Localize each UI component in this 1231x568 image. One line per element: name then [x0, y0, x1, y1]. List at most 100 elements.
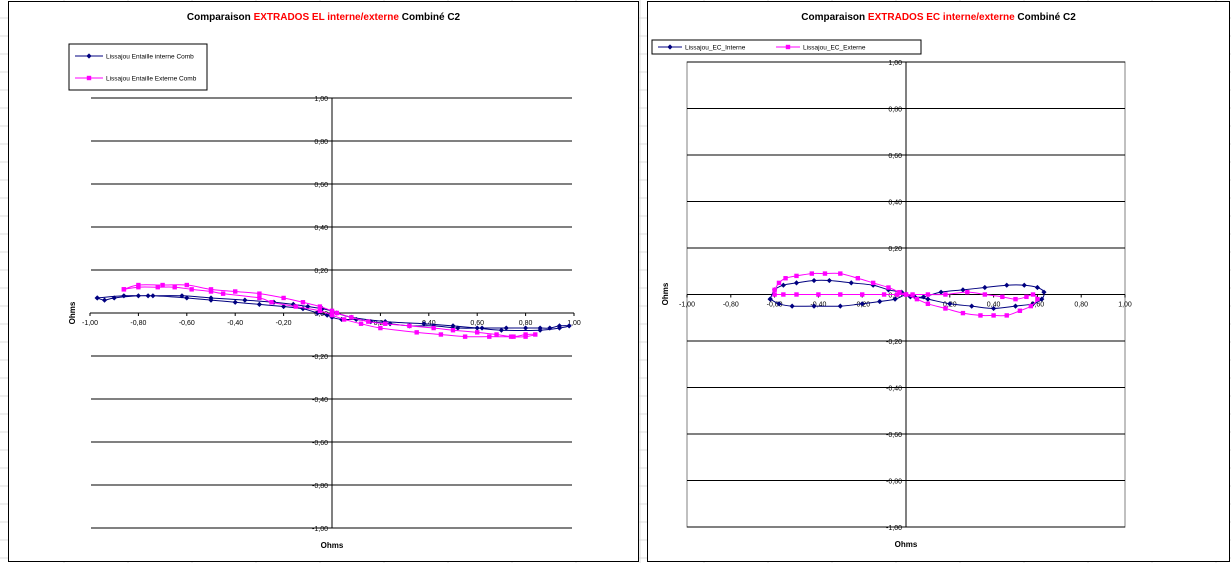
y-tick-label: -1,00: [312, 526, 328, 533]
data-point: [1012, 303, 1019, 309]
data-point: [281, 295, 286, 301]
x-axis-title: Ohms: [895, 540, 918, 549]
data-point: [233, 289, 238, 294]
data-point: [816, 292, 821, 297]
data-point: [943, 292, 948, 297]
data-point: [305, 303, 311, 310]
chart-el-plot: -1,00 -0,80 -0,60 -0,40 -0,20 0,00 0,20 0,40 0,6…: [68, 43, 581, 550]
data-point: [281, 303, 287, 310]
x-tick-label: 0,40: [987, 302, 1001, 309]
data-point: [781, 292, 786, 297]
y-tick-label: -0,40: [886, 386, 902, 393]
data-point: [556, 325, 563, 331]
data-point: [220, 291, 226, 296]
data-point: [960, 310, 966, 316]
data-point: [881, 292, 887, 297]
data-point: [121, 287, 127, 292]
chart-panel-ec[interactable]: Comparaison EXTRADOS EC interne/externe …: [647, 1, 1230, 562]
legend-marker: [86, 53, 92, 59]
data-point: [487, 334, 492, 339]
data-point: [523, 325, 529, 331]
data-point: [508, 334, 514, 339]
x-tick-label: -0,40: [227, 320, 243, 327]
data-point: [943, 306, 948, 311]
data-point: [366, 319, 371, 324]
y-axis-title: Ohms: [68, 301, 77, 324]
x-tick-label: -0,40: [810, 302, 826, 309]
data-point: [794, 292, 799, 297]
y-tick-label: 1,00: [314, 96, 328, 103]
data-point: [300, 306, 306, 312]
data-point: [378, 325, 383, 331]
data-point: [341, 317, 347, 322]
chart-title-ec: Comparaison EXTRADOS EC interne/externe …: [801, 12, 1076, 23]
data-point: [511, 334, 516, 339]
y-tick-label: -0,20: [312, 354, 328, 361]
data-point: [498, 327, 504, 333]
data-point: [886, 285, 891, 290]
x-tick-label: 0,80: [1074, 302, 1088, 309]
data-point: [1017, 308, 1023, 313]
data-point: [450, 323, 456, 329]
x-tick-label: 1,00: [567, 320, 581, 327]
data-point: [94, 295, 100, 301]
data-point: [257, 295, 262, 301]
data-point: [358, 321, 364, 326]
data-point: [965, 289, 970, 295]
x-tick-label: -0,80: [130, 320, 146, 327]
y-tick-label: -0,60: [886, 432, 902, 439]
data-point: [885, 287, 892, 293]
data-point: [809, 271, 815, 276]
x-tick-label: 0,80: [519, 320, 533, 327]
data-point: [438, 332, 444, 337]
data-point: [329, 312, 335, 318]
x-tick-label: -0,60: [179, 320, 195, 327]
chart-title-el: Comparaison EXTRADOS EL interne/externe …: [186, 12, 461, 23]
y-tick-label: 0,40: [314, 225, 328, 232]
y-tick-label: 1,00: [888, 60, 902, 67]
data-point: [537, 327, 543, 333]
data-point: [860, 292, 865, 297]
data-point: [1000, 294, 1005, 300]
data-point: [925, 296, 931, 302]
data-point: [767, 296, 773, 302]
data-point: [455, 325, 461, 331]
y-tick-label: 0,20: [888, 246, 902, 253]
y-tick-label: -1,00: [886, 525, 902, 532]
data-point: [822, 271, 828, 276]
data-point: [982, 292, 988, 297]
data-point: [474, 325, 480, 331]
data-point: [257, 291, 262, 296]
y-tick-label: 0,60: [888, 153, 902, 160]
data-point: [317, 304, 323, 309]
data-point: [991, 305, 997, 312]
data-point: [566, 323, 572, 329]
data-point: [793, 280, 800, 286]
x-tick-label: -0,80: [723, 302, 739, 309]
data-point: [269, 300, 274, 305]
data-point: [145, 293, 151, 299]
data-point: [877, 298, 883, 305]
data-point: [431, 325, 436, 331]
data-point: [111, 295, 117, 301]
data-point: [184, 282, 189, 288]
data-point: [184, 295, 190, 301]
x-tick-label: 0,60: [470, 320, 484, 327]
data-point: [855, 276, 861, 281]
chart-panel-el[interactable]: Comparaison EXTRADOS EL interne/externe …: [8, 1, 639, 562]
data-point: [155, 285, 160, 290]
data-point: [101, 297, 108, 303]
data-point: [1028, 303, 1034, 309]
data-point: [978, 313, 983, 318]
x-axis-title: Ohms: [321, 541, 344, 550]
x-tick-label: -0,60: [767, 302, 783, 309]
data-point: [1041, 289, 1047, 295]
data-point: [1035, 296, 1040, 302]
data-point: [838, 271, 843, 276]
data-point: [179, 293, 185, 299]
data-point: [414, 330, 419, 335]
data-point: [776, 280, 782, 286]
data-point: [897, 289, 902, 295]
x-tick-label: -1,00: [82, 320, 98, 327]
data-point: [1004, 282, 1010, 288]
